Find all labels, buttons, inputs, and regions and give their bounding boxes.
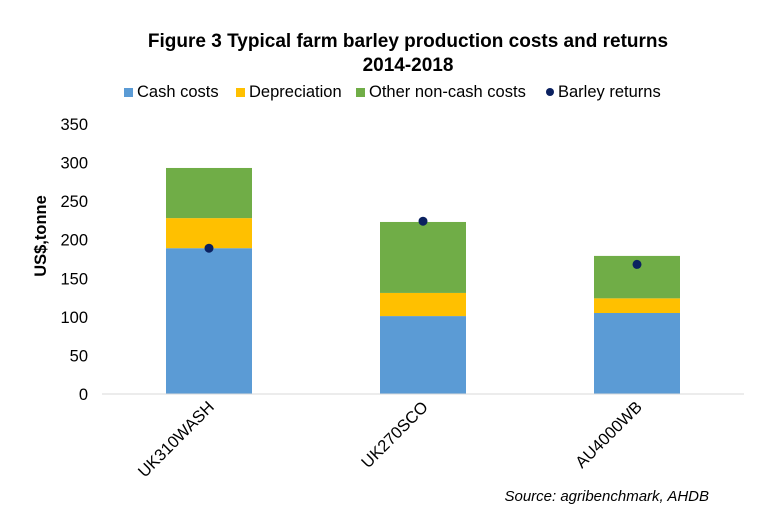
legend-swatch bbox=[236, 88, 245, 97]
bar-segment-depreciation bbox=[594, 298, 680, 313]
points bbox=[204, 216, 642, 269]
y-tick-label: 200 bbox=[60, 232, 88, 250]
barley-returns-point bbox=[204, 243, 214, 253]
barley-returns-point bbox=[632, 259, 642, 269]
bar-segment-cash-costs bbox=[380, 316, 466, 394]
legend-marker bbox=[546, 88, 554, 96]
legend-label: Barley returns bbox=[558, 83, 661, 101]
x-tick-label: AU4000WB bbox=[572, 398, 646, 472]
bar-segment-depreciation bbox=[166, 218, 252, 249]
y-axis-ticks: 0 50 100 150 200 250 300 350 bbox=[60, 116, 88, 404]
legend-label: Depreciation bbox=[249, 83, 342, 101]
y-tick-label: 350 bbox=[60, 116, 88, 134]
legend-swatch bbox=[356, 88, 365, 97]
y-tick-label: 250 bbox=[60, 193, 88, 211]
y-tick-label: 50 bbox=[70, 347, 88, 365]
legend-label: Cash costs bbox=[137, 83, 219, 101]
x-tick-label: UK270SCO bbox=[358, 398, 432, 472]
bar-segment-other-non-cash-costs bbox=[380, 221, 466, 293]
legend-label: Other non-cash costs bbox=[369, 83, 526, 101]
y-tick-label: 150 bbox=[60, 270, 88, 288]
x-tick-label: UK310WASH bbox=[135, 398, 218, 481]
x-axis-ticks: UK310WASH UK270SCO AU4000WB bbox=[135, 398, 646, 481]
bar-segment-cash-costs bbox=[166, 248, 252, 394]
bars bbox=[166, 167, 680, 394]
barley-returns-point bbox=[418, 216, 428, 226]
legend: Cash costs Depreciation Other non-cash cos… bbox=[124, 83, 661, 101]
bar-segment-cash-costs bbox=[594, 313, 680, 394]
chart-title: Figure 3 Typical farm barley production … bbox=[148, 31, 668, 52]
bar-segment-depreciation bbox=[380, 292, 466, 317]
bar-segment-other-non-cash-costs bbox=[166, 167, 252, 219]
y-tick-label: 100 bbox=[60, 309, 88, 327]
y-axis-label: US$,tonne bbox=[32, 195, 50, 277]
y-tick-label: 0 bbox=[79, 386, 88, 404]
legend-swatch bbox=[124, 88, 133, 97]
y-tick-label: 300 bbox=[60, 155, 88, 173]
chart-subtitle: 2014-2018 bbox=[363, 55, 454, 76]
source-note: Source: agribenchmark, AHDB bbox=[504, 488, 709, 505]
